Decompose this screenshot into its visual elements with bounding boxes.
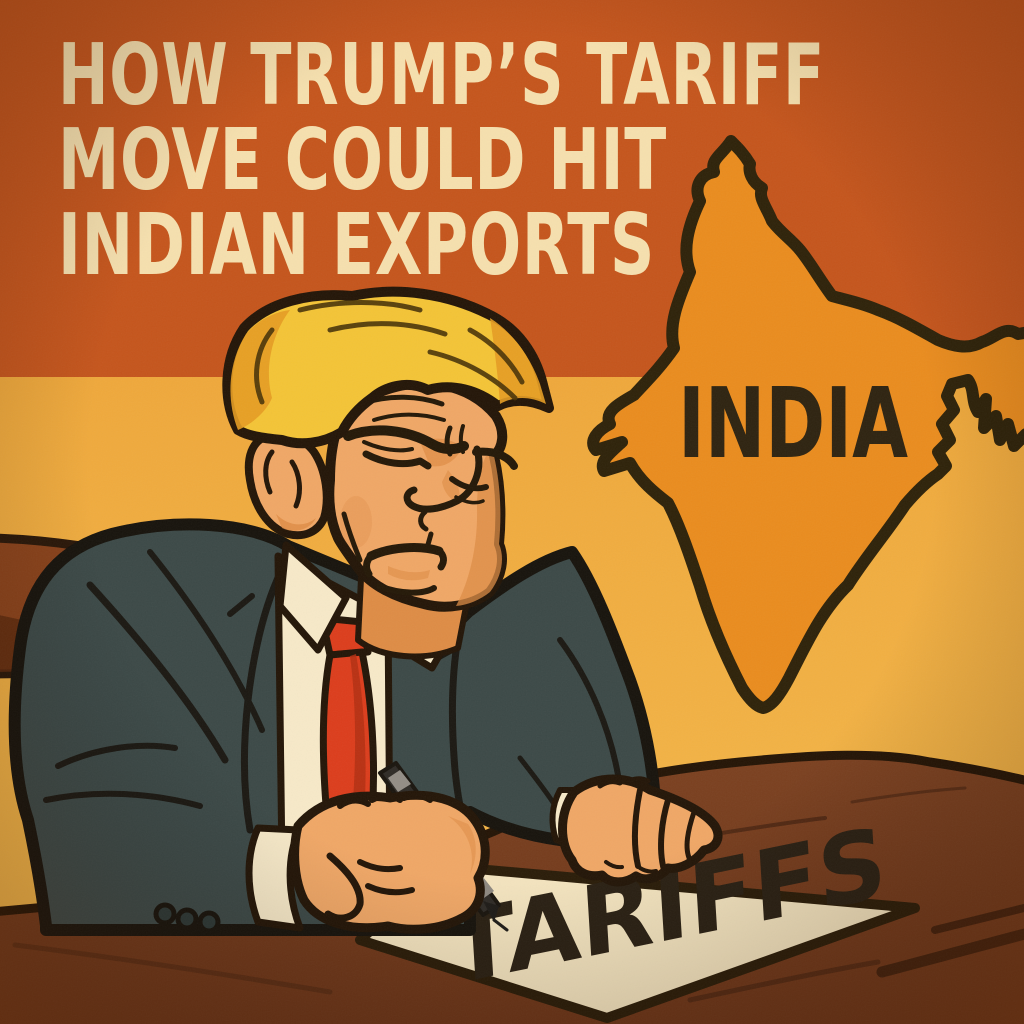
illustration: INDIA TARIFFS	[0, 0, 1024, 1024]
vignette	[0, 0, 1024, 1024]
poster: INDIA TARIFFS	[0, 0, 1024, 1024]
